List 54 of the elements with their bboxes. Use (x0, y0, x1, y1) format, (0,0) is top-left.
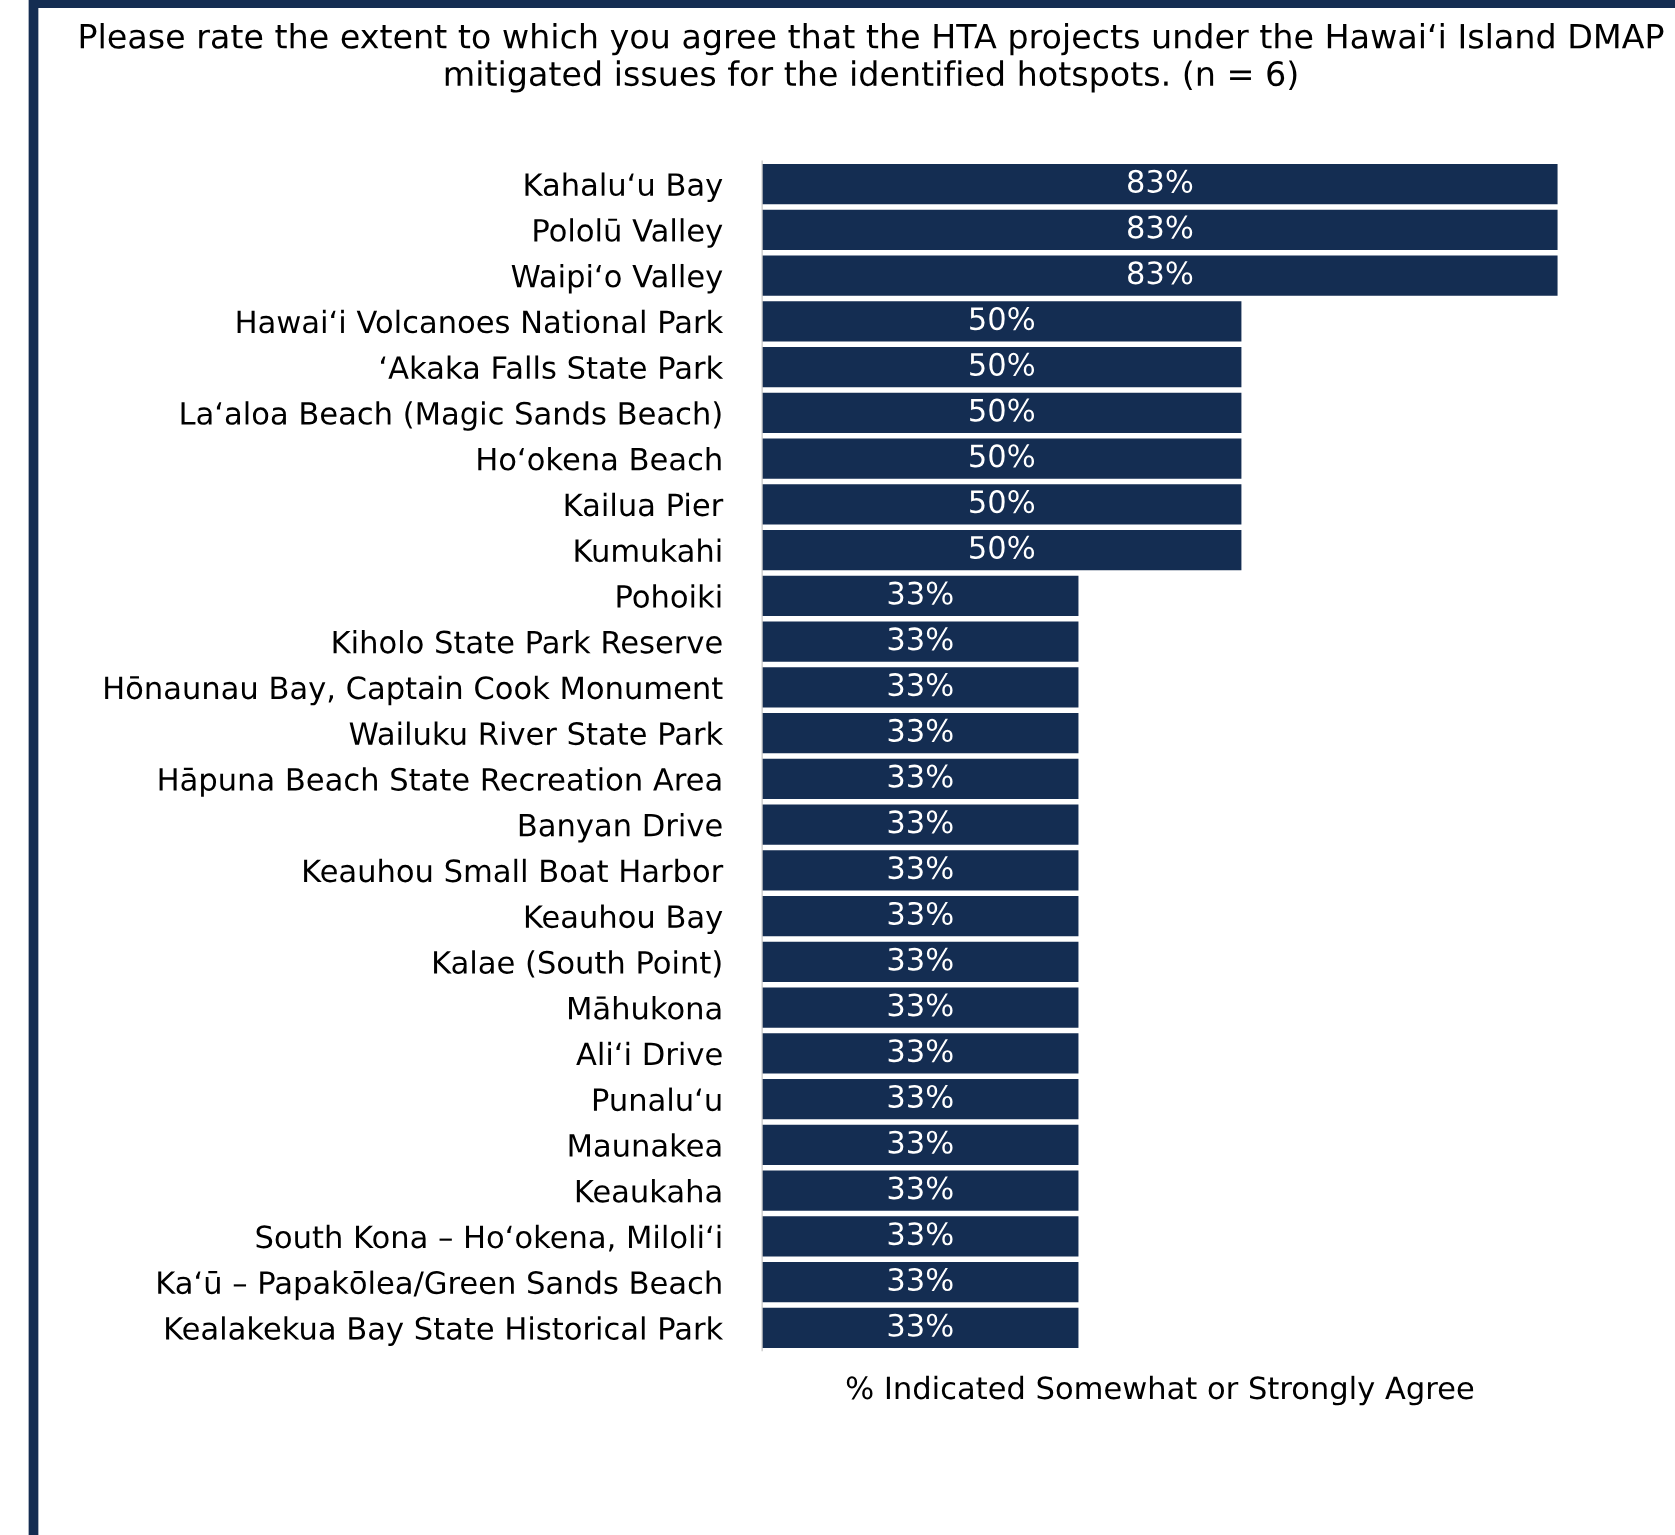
data-label: 33% (888, 1084, 953, 1109)
y-tick-label: Keaukaha (576, 1179, 721, 1203)
y-tick-label: Kiholo State Park Reserve (333, 629, 722, 654)
data-label: 50% (970, 535, 1035, 559)
data-label: 33% (888, 1130, 953, 1154)
y-tick-label: Waipi‘o Valley (511, 263, 723, 294)
data-label: 33% (888, 1039, 953, 1063)
chart-title: Please rate the extent to which you agree that the HTA projects under the Hawai‘i Island DMAP mitigated issues for the identified hotspots. (n = 6) (80, 23, 1664, 93)
y-tick-label: Ali‘i Drive (576, 1041, 722, 1066)
data-label: 33% (888, 764, 953, 788)
y-tick-label: Kumukahi (575, 538, 721, 563)
y-tick-label: Ho‘okena Beach (478, 446, 721, 471)
data-label: 83% (1128, 215, 1193, 239)
y-tick-label: Hāpuna Beach State Recreation Area (159, 767, 721, 797)
y-tick-label: Hōnaunau Bay, Captain Cook Monument (105, 675, 723, 706)
y-tick-label: Keauhou Bay (525, 904, 723, 935)
data-label: 50% (970, 307, 1035, 331)
data-label: 33% (888, 856, 953, 880)
data-label: 33% (888, 627, 953, 651)
y-tick-label: Keauhou Small Boat Harbor (304, 858, 724, 883)
data-label: 33% (888, 1267, 953, 1292)
data-label: 50% (970, 352, 1035, 376)
x-axis-title: % Indicated Somewhat or Strongly Agree (846, 1375, 1474, 1406)
y-tick-label: Pohoiki (617, 584, 721, 608)
data-label: 33% (888, 993, 953, 1017)
y-tick-label: Kailua Pier (565, 492, 724, 517)
data-label: 33% (888, 1176, 953, 1200)
data-label: 33% (888, 810, 953, 834)
y-tick-label: Wailuku River State Park (349, 721, 724, 746)
y-tick-label: Māhukona (569, 996, 721, 1020)
y-tick-label: South Kona – Ho‘okena, Miloli‘i (256, 1224, 721, 1252)
y-tick-label: La‘aloa Beach (Magic Sands Beach) (181, 401, 721, 431)
data-label: 33% (888, 1222, 953, 1246)
y-tick-label: Kalae (South Point) (434, 950, 721, 978)
y-tick-label: Pololū Valley (534, 218, 723, 248)
y-tick-label: Kealakekua Bay State Historical Park (166, 1316, 724, 1346)
data-label: 50% (970, 444, 1035, 468)
data-label: 33% (888, 901, 953, 925)
y-tick-label: Ka‘ū – Papakōlea/Green Sands Beach (158, 1270, 721, 1301)
y-tick-label: Kahalu‘u Bay (525, 172, 723, 203)
data-label: 33% (888, 581, 953, 605)
y-tick-label: ‘Akaka Falls State Park (381, 355, 724, 380)
data-label: 50% (970, 490, 1035, 514)
data-label: 33% (888, 718, 953, 742)
y-tick-label: Maunakea (569, 1133, 721, 1157)
y-tick-label: Banyan Drive (519, 813, 722, 843)
data-label: 33% (888, 673, 953, 697)
data-label: 50% (970, 398, 1035, 422)
y-tick-label: Punalu‘u (593, 1087, 721, 1112)
data-label: 33% (888, 947, 953, 971)
y-tick-label: Hawai‘i Volcanoes National Park (237, 309, 724, 334)
data-label: 83% (1128, 169, 1193, 193)
data-label: 83% (1128, 261, 1193, 285)
data-label: 33% (888, 1313, 953, 1337)
